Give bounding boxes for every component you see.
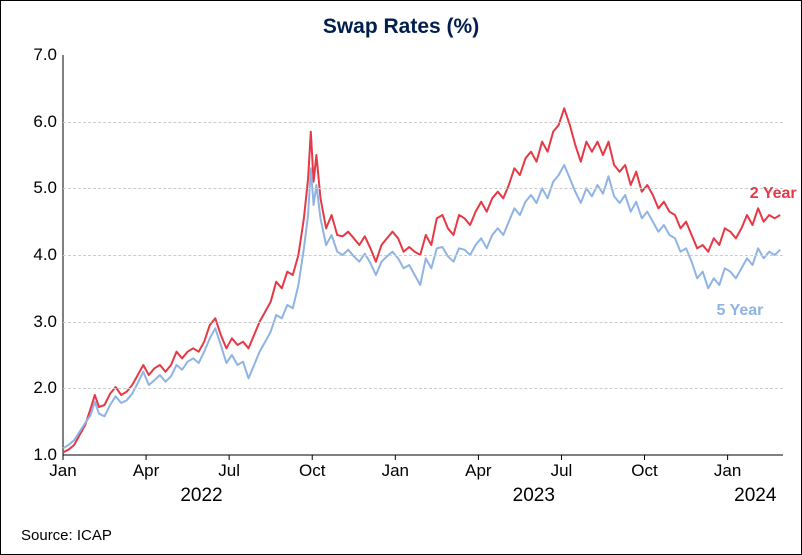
y-tick-label: 5.0 bbox=[33, 178, 63, 198]
x-tick-label: Jan bbox=[49, 455, 76, 481]
y-tick-label: 2.0 bbox=[33, 378, 63, 398]
series-label-5-year: 5 Year bbox=[717, 302, 764, 320]
x-tick-label: Apr bbox=[465, 455, 491, 481]
gridline bbox=[63, 188, 783, 189]
y-tick-label: 6.0 bbox=[33, 112, 63, 132]
x-tick-label: Jul bbox=[218, 455, 240, 481]
x-year-label: 2024 bbox=[734, 485, 776, 507]
y-tick-label: 3.0 bbox=[33, 312, 63, 332]
x-tick-label: Jan bbox=[382, 455, 409, 481]
gridline bbox=[63, 122, 783, 123]
x-tick-label: Apr bbox=[133, 455, 159, 481]
chart-container: Swap Rates (%) 1.02.03.04.05.06.07.0JanA… bbox=[0, 0, 802, 555]
x-tick-label: Jan bbox=[714, 455, 741, 481]
y-tick-label: 7.0 bbox=[33, 45, 63, 65]
gridline bbox=[63, 322, 783, 323]
x-year-label: 2023 bbox=[513, 485, 555, 507]
gridline bbox=[63, 255, 783, 256]
chart-plot-area: 1.02.03.04.05.06.07.0JanAprJulOctJanAprJ… bbox=[63, 55, 783, 455]
series-line-5-year bbox=[63, 165, 780, 448]
source-label: Source: ICAP bbox=[21, 527, 112, 544]
x-tick-label: Oct bbox=[631, 455, 657, 481]
gridline bbox=[63, 388, 783, 389]
series-label-2-year: 2 Year bbox=[750, 185, 797, 203]
x-tick-label: Jul bbox=[551, 455, 573, 481]
chart-title: Swap Rates (%) bbox=[1, 15, 801, 39]
x-year-label: 2022 bbox=[180, 485, 222, 507]
x-tick-label: Oct bbox=[299, 455, 325, 481]
y-tick-label: 4.0 bbox=[33, 245, 63, 265]
